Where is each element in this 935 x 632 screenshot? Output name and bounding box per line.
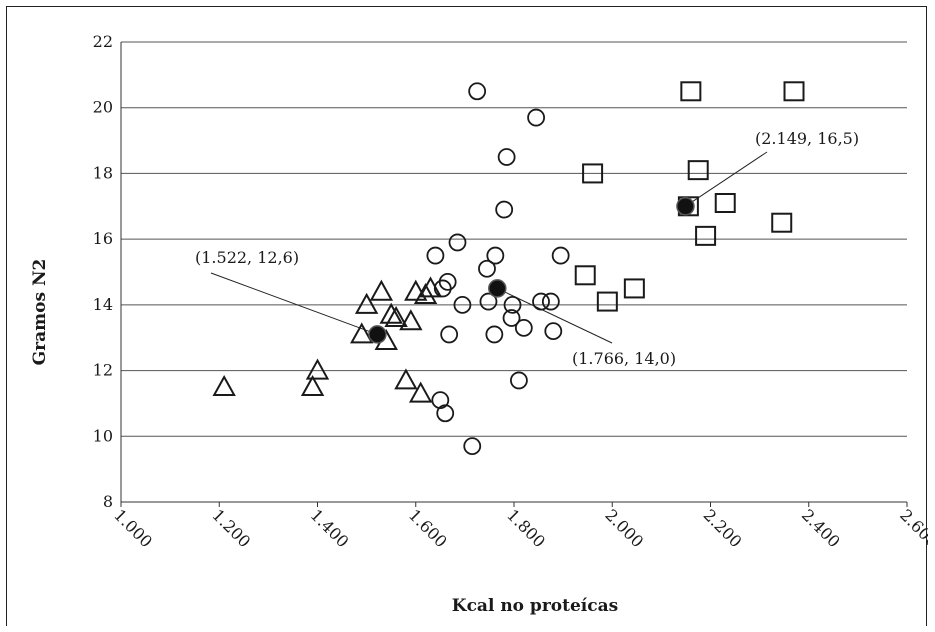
square-point [687, 160, 709, 181]
mean-point [488, 279, 507, 298]
circle-point [527, 108, 546, 127]
scatter-chart: 8 10 12 14 16 18 20 22 1.000 1.200 1.400 1.600 1.800… [30, 32, 935, 616]
circle-point [544, 322, 563, 341]
circle-point [485, 325, 504, 344]
x-tick-label: 1.400 [307, 505, 353, 551]
triangle-point [384, 305, 408, 327]
x-tick-label: 2.200 [700, 505, 746, 551]
square-point [582, 163, 604, 184]
triangle-point [394, 368, 418, 390]
x-tick-label: 1.600 [405, 505, 451, 551]
circle-point [502, 309, 521, 327]
mean-label-2: (1.766, 14,0) [572, 349, 676, 368]
square-point [623, 278, 645, 299]
circle-point [440, 325, 459, 344]
square-point [714, 193, 736, 213]
square-point [680, 81, 702, 102]
circle-point [436, 404, 455, 423]
x-tick-label: 1.000 [110, 505, 156, 551]
y-tick-label: 20 [93, 98, 113, 117]
circle-point [510, 371, 528, 390]
x-axis-title: Kcal no proteícas [452, 596, 618, 616]
mean-label-3: (2.149, 16,5) [755, 129, 859, 148]
circle-point [463, 437, 482, 456]
y-tick-label: 8 [103, 492, 113, 511]
annotation-leader [685, 151, 768, 207]
triangle-point [369, 279, 394, 301]
mean-points [368, 197, 695, 344]
x-tick-label: 1.200 [208, 505, 254, 551]
circle-point [495, 200, 514, 219]
y-tick-label: 12 [93, 361, 113, 380]
square-point [771, 212, 793, 233]
circle-point [478, 259, 496, 278]
mean-point [368, 325, 387, 344]
circle-point [438, 272, 457, 291]
y-tick-label: 10 [93, 426, 113, 445]
triangle-point [300, 374, 325, 396]
tick-labels: 8 10 12 14 16 18 20 22 1.000 1.200 1.400 1.600 1.800… [93, 32, 935, 551]
chart-frame: 8 10 12 14 16 18 20 22 1.000 1.200 1.400 1.600 1.800… [6, 6, 935, 626]
mean-point [676, 197, 695, 216]
annotations: (1.522, 12,6) (1.766, 14,0) (2.149, 16,5… [195, 129, 859, 368]
y-tick-label: 22 [93, 32, 113, 51]
square-point [596, 291, 618, 312]
x-tick-label: 2.000 [601, 505, 647, 551]
square-point [695, 225, 717, 246]
circle-point [453, 295, 472, 314]
annotation-leader [210, 272, 378, 335]
triangle-point [408, 381, 433, 403]
y-axis-title: Gramos N2 [30, 259, 50, 366]
y-tick-label: 18 [93, 163, 113, 182]
circle-point [479, 292, 498, 311]
circle-point [541, 292, 560, 311]
mean-label-1: (1.522, 12,6) [195, 248, 299, 267]
circle-point [551, 246, 570, 265]
triangle-point [354, 292, 379, 314]
triangle-point [305, 358, 330, 380]
circle-point [426, 246, 445, 265]
circle-point [468, 82, 487, 101]
circle-point [503, 295, 522, 314]
y-tick-label: 16 [93, 229, 113, 248]
triangle-point [413, 282, 438, 304]
triangle-point [379, 302, 403, 324]
y-tick-label: 14 [93, 295, 113, 314]
circle-point [448, 233, 467, 252]
x-tick-label: 2.600 [896, 505, 928, 551]
square-point [783, 81, 805, 102]
triangle-point [404, 279, 428, 301]
axes [120, 42, 908, 507]
circle-point [514, 318, 533, 337]
circle-point [497, 148, 516, 166]
square-point [574, 265, 596, 286]
x-tick-label: 1.800 [503, 505, 549, 551]
circle-point [532, 292, 550, 311]
gridlines [121, 41, 907, 437]
triangle-point [399, 309, 423, 331]
x-tick-label: 2.400 [798, 505, 844, 551]
data-points [212, 81, 805, 456]
circle-point [486, 246, 505, 265]
triangle-point [212, 374, 236, 396]
triangle-point [350, 322, 374, 344]
